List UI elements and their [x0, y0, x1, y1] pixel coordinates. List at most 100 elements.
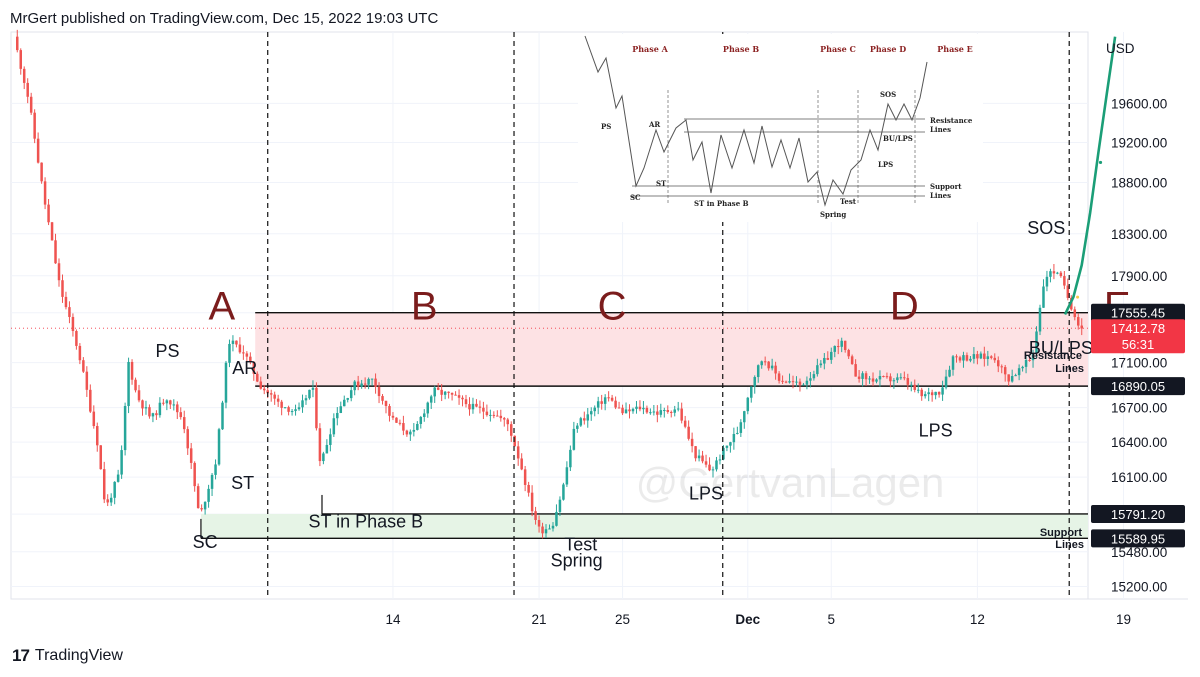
candle-body [569, 449, 572, 468]
candle-body [861, 373, 864, 379]
candle [910, 381, 913, 392]
candle-body [617, 407, 621, 409]
candle [725, 445, 729, 452]
candle [951, 354, 955, 376]
candle-body [555, 511, 558, 526]
candle-body [857, 376, 861, 379]
candle-body [311, 387, 315, 390]
candle-body [635, 406, 638, 409]
candle [47, 198, 50, 226]
candle-body [899, 377, 903, 379]
inset-support-1: Support [930, 182, 962, 191]
footer-brand: TradingView [34, 647, 123, 664]
candle [36, 132, 40, 164]
candle-body [75, 331, 78, 346]
candle [753, 375, 756, 394]
candle [607, 391, 610, 402]
candle [123, 402, 127, 456]
candle-body [823, 357, 826, 364]
candle-body [349, 390, 353, 399]
candle-body [729, 442, 732, 446]
candle [600, 394, 603, 410]
candle-body [447, 391, 450, 393]
resistance-label-1: Resistance [1024, 350, 1082, 362]
phase-letter-a: A [208, 285, 235, 329]
candle-body [496, 415, 499, 417]
candle-body [903, 377, 906, 379]
candle [436, 382, 440, 391]
candle [509, 421, 513, 442]
candle [485, 404, 489, 417]
candle-body [986, 356, 990, 359]
candle [1014, 373, 1017, 377]
candle-body [280, 401, 283, 408]
candle-body [315, 387, 318, 429]
candle [663, 407, 666, 418]
candle [763, 356, 767, 366]
candle [214, 459, 217, 480]
candle-body [252, 361, 256, 374]
candle [106, 494, 109, 507]
candle-body [548, 528, 551, 530]
candle-body [777, 373, 781, 381]
candle [165, 399, 169, 411]
candle-body [471, 403, 475, 410]
candle-body [468, 404, 471, 410]
candle-body [916, 389, 920, 391]
candle [50, 221, 54, 241]
candle [976, 350, 979, 365]
candle-body [704, 461, 708, 465]
candle-body [40, 162, 43, 182]
candle [176, 401, 179, 420]
candle-body [26, 82, 29, 97]
candle-body [520, 458, 523, 470]
candle [1031, 349, 1035, 368]
candle-body [791, 381, 795, 383]
candle-body [203, 501, 207, 510]
candle-body [1077, 317, 1080, 326]
candle [979, 351, 983, 360]
price-tag-value: 16890.05 [1111, 379, 1165, 394]
candle [1052, 264, 1056, 280]
candle-body [969, 358, 972, 361]
y-tick-label: 18300.00 [1111, 227, 1167, 242]
candle [802, 382, 805, 386]
candle-body [1080, 325, 1083, 329]
candle-body [562, 484, 565, 500]
candle-body [116, 474, 120, 482]
candle-body [102, 469, 106, 500]
candle [899, 373, 903, 380]
candle-body [440, 389, 443, 395]
candlestick-series [16, 29, 1083, 539]
candle [579, 416, 583, 427]
inset-sos: SOS [880, 90, 896, 99]
candle-body [85, 371, 89, 390]
candle [732, 427, 736, 450]
candle-body [294, 409, 297, 412]
candle [54, 233, 57, 264]
candle-body [509, 424, 513, 436]
candle-body [224, 362, 228, 403]
candle [843, 340, 847, 353]
candle-body [941, 387, 944, 395]
time-axis[interactable]: 14 21 25 Dec 5 12 19 [385, 612, 1131, 627]
candle [596, 396, 600, 415]
candle [26, 78, 29, 104]
candle [61, 274, 64, 303]
candle [673, 405, 676, 417]
candle [231, 335, 235, 352]
candle-body [534, 511, 537, 521]
candle-body [283, 407, 287, 409]
inset-sc: SC [630, 193, 641, 202]
candle [186, 426, 189, 455]
candle [489, 409, 492, 422]
candle [983, 346, 986, 367]
candle [781, 375, 784, 384]
candle [916, 383, 920, 394]
candle-body [193, 462, 196, 487]
candle-body [666, 410, 670, 412]
candle [332, 413, 336, 437]
candle-body [238, 344, 242, 353]
